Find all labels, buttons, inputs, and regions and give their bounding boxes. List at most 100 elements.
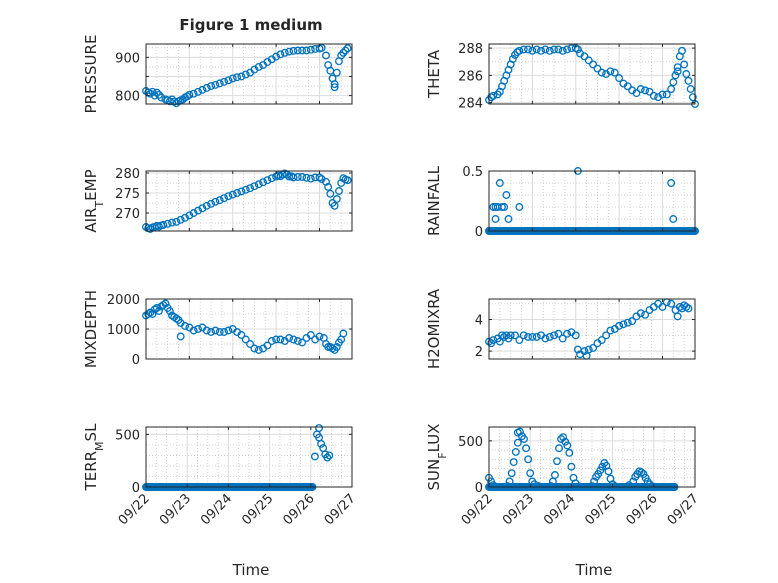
data-point bbox=[220, 328, 229, 336]
data-point bbox=[532, 45, 541, 54]
data-point bbox=[515, 336, 524, 345]
data-point bbox=[181, 213, 189, 222]
minor-grid bbox=[146, 44, 353, 104]
data-point bbox=[610, 68, 619, 77]
y-tick-label: 2 bbox=[475, 345, 483, 360]
data-point bbox=[272, 52, 281, 61]
y-tick-label: 900 bbox=[115, 51, 140, 66]
data-point bbox=[250, 344, 259, 353]
data-point bbox=[298, 46, 307, 55]
data-point bbox=[233, 189, 242, 197]
data-point bbox=[550, 331, 559, 340]
data-point bbox=[534, 482, 543, 491]
axes-box bbox=[145, 43, 353, 105]
data-point bbox=[519, 45, 528, 54]
data-point bbox=[332, 195, 341, 203]
data-point bbox=[293, 337, 302, 345]
data-point bbox=[546, 482, 555, 491]
data-point bbox=[589, 60, 598, 69]
data-point bbox=[165, 307, 174, 315]
data-point bbox=[669, 78, 678, 87]
data-point bbox=[263, 176, 272, 185]
data-point bbox=[237, 187, 246, 196]
y-tick-label: 0.5 bbox=[462, 165, 483, 180]
data-point bbox=[161, 299, 170, 308]
data-point bbox=[555, 444, 563, 453]
data-point bbox=[298, 173, 307, 181]
data-point bbox=[241, 70, 250, 79]
data-point bbox=[528, 332, 537, 341]
data-point bbox=[541, 45, 550, 54]
data-point bbox=[341, 46, 350, 55]
y-axis-title-rest: LUX bbox=[425, 424, 443, 453]
data-point bbox=[597, 336, 606, 345]
data-point bbox=[515, 203, 524, 211]
data-point bbox=[189, 89, 198, 98]
data-point bbox=[289, 335, 298, 344]
data-point bbox=[343, 176, 352, 185]
data-point bbox=[211, 80, 220, 89]
y-tick-label: 4 bbox=[475, 314, 483, 329]
series-markers bbox=[485, 298, 693, 360]
data-point bbox=[280, 48, 289, 57]
data-point bbox=[507, 469, 516, 478]
data-point bbox=[330, 201, 339, 210]
data-point bbox=[293, 173, 302, 181]
data-point bbox=[254, 62, 263, 71]
data-point bbox=[684, 304, 693, 313]
data-point bbox=[511, 447, 520, 456]
data-point bbox=[267, 337, 276, 345]
data-point bbox=[322, 51, 330, 60]
y-axis-title: SUNFLUX bbox=[425, 424, 449, 491]
minor-grid bbox=[146, 171, 353, 231]
data-point bbox=[323, 453, 332, 462]
data-point bbox=[339, 329, 348, 338]
data-point bbox=[228, 190, 237, 199]
data-point bbox=[207, 199, 216, 208]
series-markers bbox=[142, 43, 352, 108]
y-axis-title: H2OMIXRA bbox=[425, 288, 443, 369]
data-point bbox=[511, 331, 519, 340]
data-point bbox=[157, 93, 166, 102]
data-point bbox=[636, 309, 645, 318]
y-tick-label: 0 bbox=[132, 353, 140, 368]
data-point bbox=[306, 45, 315, 54]
data-point bbox=[563, 45, 572, 54]
data-point bbox=[202, 326, 211, 335]
data-point bbox=[267, 174, 276, 183]
data-point bbox=[671, 71, 680, 80]
data-point bbox=[662, 90, 671, 99]
data-point bbox=[545, 46, 554, 55]
y-axis-title: THETA bbox=[425, 49, 443, 99]
data-point bbox=[500, 203, 509, 211]
y-tick-label: 270 bbox=[115, 207, 140, 222]
data-point bbox=[615, 74, 624, 83]
y-axis-title: PRESSURE bbox=[82, 35, 100, 114]
data-point bbox=[241, 335, 250, 344]
data-point bbox=[649, 91, 658, 100]
x-axis-title-right: Time bbox=[575, 561, 613, 579]
data-point bbox=[152, 88, 161, 97]
data-point bbox=[233, 73, 242, 82]
data-point bbox=[673, 312, 682, 321]
data-point bbox=[220, 194, 229, 203]
figure-title: Figure 1 medium bbox=[179, 16, 322, 34]
y-tick-label: 0 bbox=[475, 225, 483, 240]
y-tick-label: 0 bbox=[475, 481, 483, 496]
data-point bbox=[317, 43, 326, 52]
data-point bbox=[489, 91, 498, 100]
data-point bbox=[246, 340, 255, 348]
data-point bbox=[632, 89, 641, 98]
axes-mixdepth: 0 1000 2000 MIXDEPTH bbox=[82, 290, 353, 368]
data-point bbox=[237, 72, 246, 81]
data-point bbox=[682, 70, 691, 78]
data-point bbox=[584, 345, 593, 354]
y-axis-title-subscript: M bbox=[93, 441, 106, 451]
data-point bbox=[559, 433, 568, 442]
y-tick-label: 286 bbox=[458, 69, 483, 84]
data-point bbox=[623, 318, 632, 327]
data-point bbox=[310, 452, 319, 461]
y-axis-title: RAINFALL bbox=[425, 165, 443, 236]
data-point bbox=[526, 469, 535, 478]
